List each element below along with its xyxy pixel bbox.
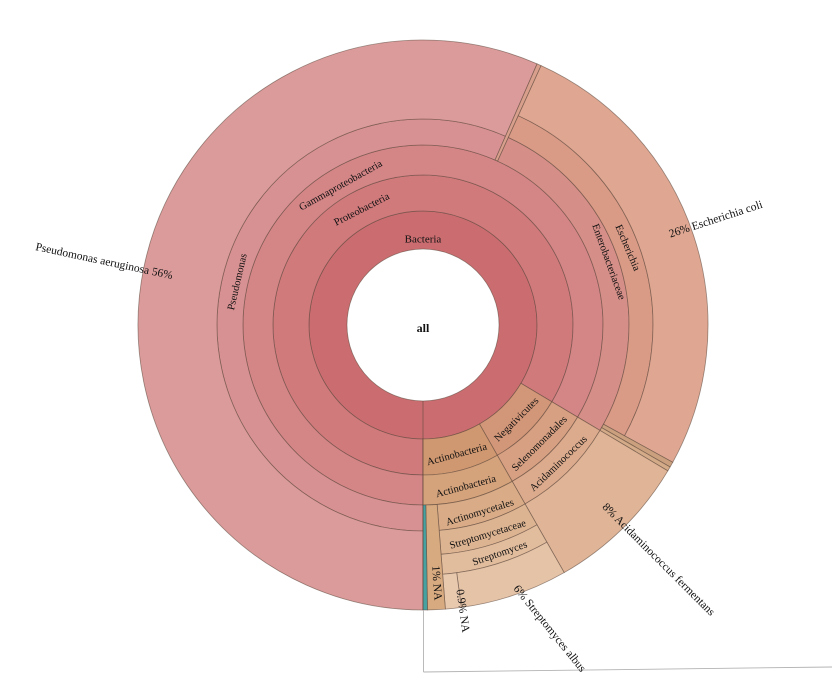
label-pct-na-1: 1% NA	[429, 565, 443, 601]
label-pct-acidaminococcus-fermentans: 8% Acidaminococcus fermentans	[600, 501, 718, 619]
label-bacteria: Bacteria	[405, 234, 442, 246]
label-pct-streptomyces-albus: 6% Streptomyces albus	[511, 583, 589, 675]
label-leader-line-1	[423, 666, 832, 673]
wedge-pseudomonas-aeruginosa[interactable]	[137, 39, 538, 611]
label-all: all	[417, 321, 430, 335]
wedge-escherichia-coli[interactable]	[517, 65, 709, 463]
